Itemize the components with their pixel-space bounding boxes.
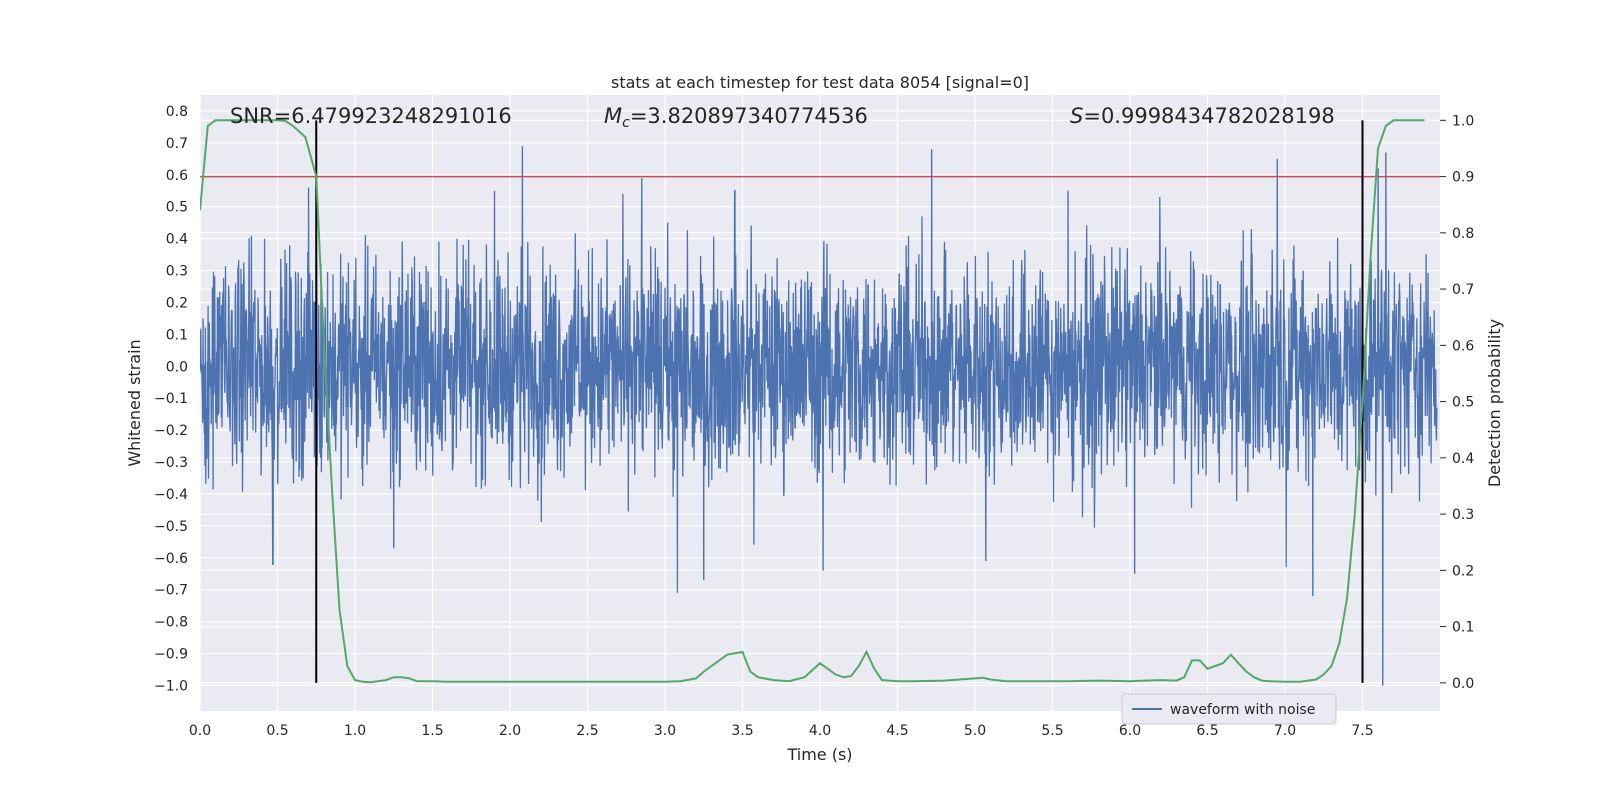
x-tick-label: 4.0: [809, 723, 831, 739]
annotation-chirp-mass: Mc=3.820897340774536: [604, 104, 868, 131]
y-tick-label: 0.5: [166, 200, 188, 216]
y2-tick-label: 0.8: [1452, 226, 1474, 242]
x-tick-label: 7.0: [1274, 723, 1296, 739]
annotation-chirp-mass-subscript: c: [622, 115, 630, 131]
y-tick-label: −0.3: [154, 455, 188, 471]
series-waveform-with-noise: [200, 146, 1438, 686]
legend-label: waveform with noise: [1170, 702, 1315, 718]
x-tick-label: 5.5: [1041, 723, 1063, 739]
x-tick-label: 2.5: [576, 723, 598, 739]
y2-tick-label: 0.0: [1452, 676, 1474, 692]
y-tick-label: 0.0: [166, 359, 188, 375]
y2-tick-label: 0.6: [1452, 338, 1474, 354]
x-axis-ticks: 0.0 0.5 1.0 1.5 2.0 2.5 3.0 3.5 4.0 4.5 5.0 5.5 6.0 6…: [189, 723, 1374, 739]
y-tick-label: 0.3: [166, 264, 188, 280]
y-tick-label: 0.7: [166, 136, 188, 152]
x-tick-label: 3.0: [654, 723, 676, 739]
plot-area: [200, 119, 1440, 686]
annotation-score-symbol: S: [1070, 104, 1083, 128]
y2-axis-label: Detection probability: [1485, 319, 1504, 487]
x-tick-label: 5.0: [964, 723, 986, 739]
y-tick-label: −0.9: [154, 647, 188, 663]
y-tick-label: 0.8: [166, 104, 188, 120]
y2-tick-label: 0.1: [1452, 620, 1474, 636]
y-tick-label: −0.5: [154, 519, 188, 535]
x-tick-label: 0.5: [266, 723, 288, 739]
chart-title: stats at each timestep for test data 805…: [611, 73, 1029, 92]
x-tick-label: 1.5: [421, 723, 443, 739]
annotation-score-value: =0.9998434782028198: [1083, 104, 1334, 128]
x-tick-label: 6.5: [1196, 723, 1218, 739]
y2-tick-label: 0.3: [1452, 507, 1474, 523]
y2-tick-label: 0.9: [1452, 170, 1474, 186]
y2-tick-label: 0.7: [1452, 282, 1474, 298]
annotation-snr: SNR=6.479923248291016: [230, 104, 512, 128]
x-tick-label: 7.5: [1351, 723, 1373, 739]
x-tick-label: 1.0: [344, 723, 366, 739]
annotation-score: S=0.9998434782028198: [1070, 104, 1335, 128]
x-axis-label: Time (s): [786, 745, 852, 764]
y2-tick-label: 1.0: [1452, 113, 1474, 129]
x-tick-label: 6.0: [1119, 723, 1141, 739]
y-tick-label: 0.6: [166, 168, 188, 184]
y-axis-ticks: 0.8 0.7 0.6 0.5 0.4 0.3 0.2 0.1 0.0 −0.1 −0.2 −0.3 −…: [154, 104, 188, 695]
series-detection-probability: [200, 119, 1425, 684]
y-tick-label: −1.0: [154, 678, 188, 694]
y-tick-label: −0.2: [154, 423, 188, 439]
x-tick-label: 4.5: [886, 723, 908, 739]
annotation-chirp-mass-symbol: M: [604, 104, 622, 128]
x-tick-label: 3.5: [731, 723, 753, 739]
y-axis-label: Whitened strain: [125, 339, 144, 466]
y-tick-label: −0.6: [154, 551, 188, 567]
legend-box: [1121, 693, 1337, 725]
y-tick-label: 0.2: [166, 295, 188, 311]
y-tick-label: 0.4: [166, 232, 188, 248]
y2-tick-label: 0.4: [1452, 451, 1474, 467]
y-tick-label: −0.8: [154, 615, 188, 631]
y2-axis-ticks: 1.0 0.9 0.8 0.7 0.6 0.5 0.4 0.3 0.2 0.1 0.0: [1440, 113, 1474, 692]
y-tick-label: −0.4: [154, 487, 188, 503]
annotation-chirp-mass-value: =3.820897340774536: [630, 104, 868, 128]
x-tick-label: 2.0: [499, 723, 521, 739]
y-tick-label: 0.1: [166, 327, 188, 343]
x-tick-label: 0.0: [189, 723, 211, 739]
legend: waveform with noise: [1121, 693, 1337, 725]
y-tick-label: −0.7: [154, 583, 188, 599]
y2-tick-label: 0.5: [1452, 395, 1474, 411]
y2-tick-label: 0.2: [1452, 563, 1474, 579]
y-tick-label: −0.1: [154, 391, 188, 407]
